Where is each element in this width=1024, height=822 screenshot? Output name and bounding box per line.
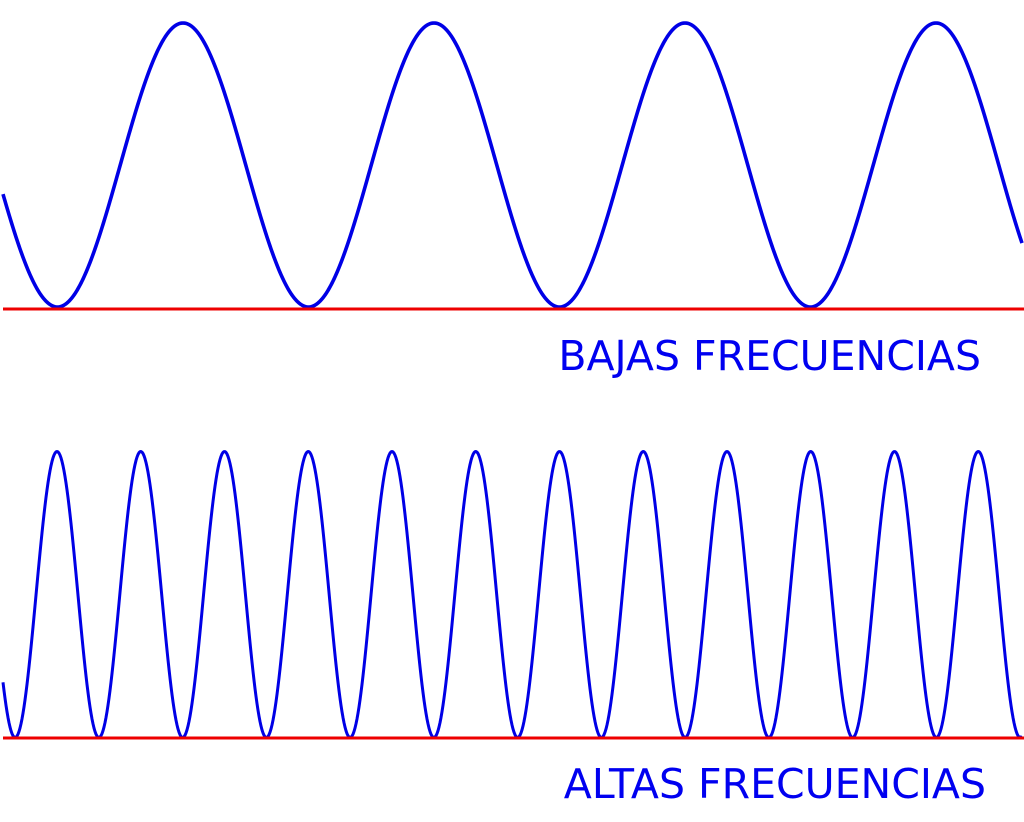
sine-wave xyxy=(1,21,1024,309)
sine-wave xyxy=(1,450,1024,739)
high-frequency-label: ALTAS FRECUENCIAS xyxy=(564,760,986,808)
low-frequency-label: BAJAS FRECUENCIAS xyxy=(558,332,981,380)
waves xyxy=(1,21,1024,739)
